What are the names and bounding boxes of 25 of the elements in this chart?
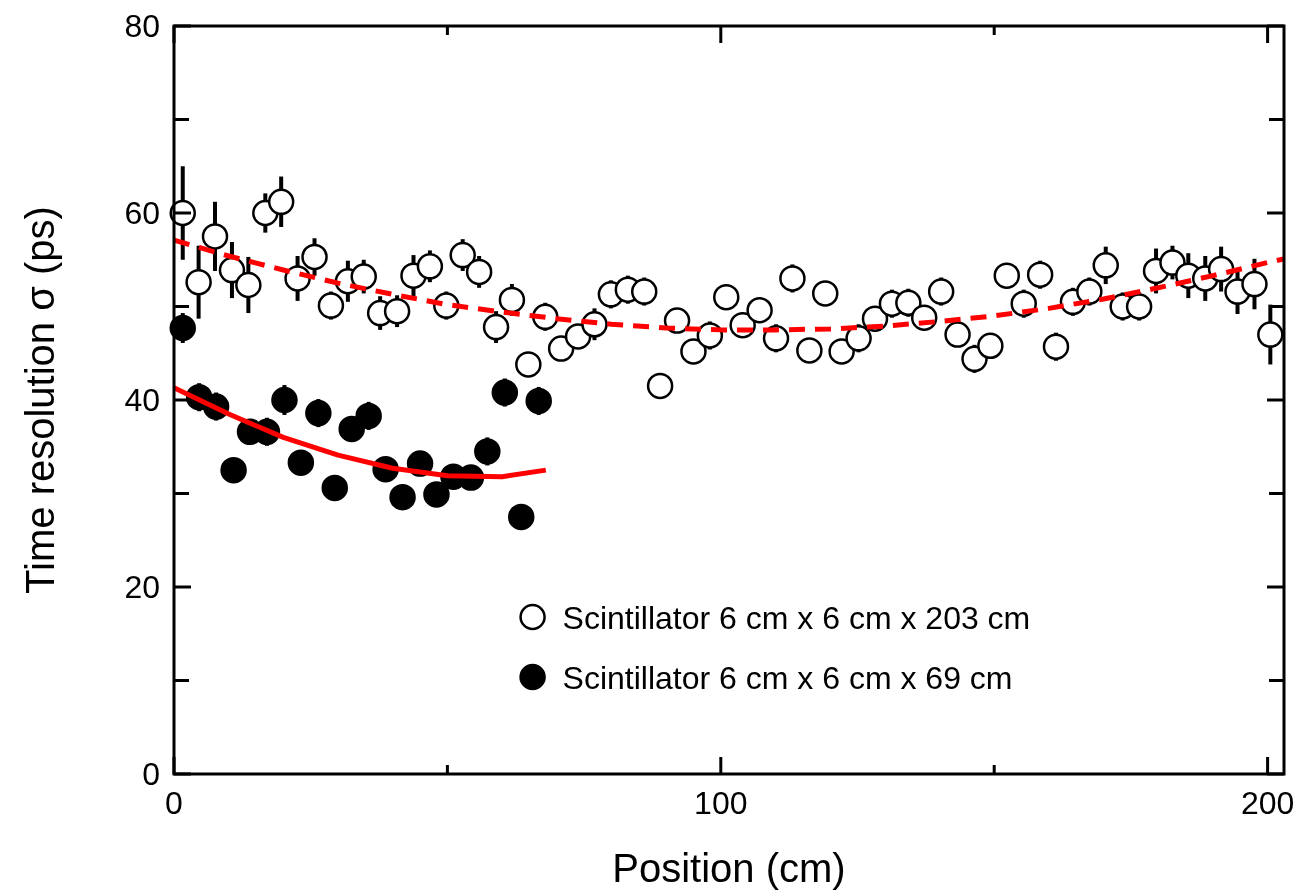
x-tick-label: 0 [165,785,183,821]
point [338,415,365,443]
y-tick-label: 40 [124,382,160,418]
y-tick-label: 20 [124,569,160,605]
x-tick-label: 100 [694,785,748,821]
point [507,503,535,531]
y-tick-label: 60 [124,195,160,231]
y-axis-title: Time resolution σ (ps) [18,206,62,594]
point [525,387,552,415]
legend-label: Scintillator 6 cm x 6 cm x 203 cm [562,600,1031,636]
point [220,456,247,484]
point [287,449,315,476]
x-tick-label: 200 [1240,785,1295,821]
y-tick-label: 0 [142,756,160,792]
legend-label: Scintillator 6 cm x 6 cm x 69 cm [562,660,1013,696]
point [474,438,501,465]
point [491,379,519,406]
point [271,386,298,414]
x-axis-title: Position (cm) [612,846,846,890]
point [305,399,332,427]
point [389,483,416,511]
point [423,481,450,508]
point [321,474,349,502]
y-tick-label: 80 [124,8,160,44]
point [355,402,382,430]
